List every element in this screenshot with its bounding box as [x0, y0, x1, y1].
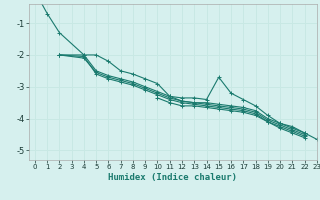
X-axis label: Humidex (Indice chaleur): Humidex (Indice chaleur) [108, 173, 237, 182]
